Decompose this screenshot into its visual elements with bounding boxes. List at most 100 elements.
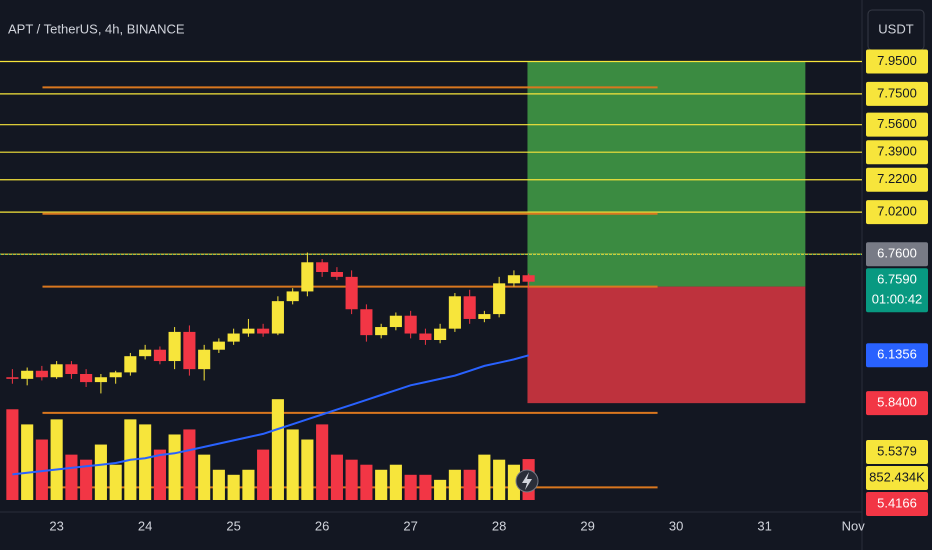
volume-bar [50,419,63,500]
price-badge: 5.5379 [866,440,928,465]
price-badge: 7.7500 [866,81,928,106]
price-badge-box [866,49,928,74]
candle-body [316,262,329,272]
x-tick-label: 25 [226,518,240,533]
price-badge-box [866,440,928,465]
candle-body [183,331,196,370]
candle-body [139,349,152,357]
candle-body [301,262,314,292]
candle-body [242,328,255,334]
candle-body [345,276,358,310]
price-badge-box [866,343,928,368]
price-badge-label: 5.5379 [877,443,917,458]
volume-bar [463,469,476,500]
candle-body [227,333,240,342]
volume-bar [271,399,284,500]
candle-body [463,296,476,319]
candle-body [257,328,270,334]
symbol-title: APT / TetherUS, 4h, BINANCE [8,21,185,36]
candle-body [507,275,520,284]
price-badge-box [866,167,928,192]
price-badge: 5.4166 [866,492,928,517]
volume-bar [345,459,358,500]
plot: 23 24 25 26 27 28 29 30 31 Nov 7.9500 7.7500 7.5600 7… [0,49,928,533]
price-badge-box [866,466,928,491]
candle-body [6,377,19,379]
volume-bar [389,464,402,500]
x-tick-label: 24 [138,518,152,533]
price-badge: 7.3900 [866,140,928,165]
x-tick-label: 28 [492,518,506,533]
candle-body [419,333,432,340]
candle-body [478,314,491,319]
volume-bar [404,474,417,500]
price-badge: 7.5600 [866,112,928,137]
price-badge-label: 7.2200 [877,171,917,186]
candle-body [80,374,93,383]
volume-bar [198,454,211,500]
candle-body [434,328,447,340]
price-badge-label: 852.434K [869,469,925,484]
x-tick-label: 27 [403,518,417,533]
candle-body [330,272,343,277]
candle-body [404,315,417,334]
volume-bar [330,454,343,500]
x-tick-label: 23 [49,518,63,533]
volume-bar [80,459,93,500]
volume-bar [507,464,520,500]
price-badge-label: 6.7590 [877,272,917,287]
candle-body [389,315,402,328]
price-badge-box [866,391,928,416]
volume-bar [257,449,270,500]
price-badge: 5.8400 [866,391,928,416]
volume-bar [168,434,181,500]
price-badge-label: 7.3900 [877,144,917,159]
loss-zone [527,286,806,404]
price-badge: 6.7590 01:00:42 [866,268,928,313]
x-tick-label: 30 [669,518,683,533]
volume-bar [375,469,388,500]
price-badge: 6.1356 [866,343,928,368]
volume-bar [109,464,122,500]
volume-bar [6,409,19,500]
volume-bar [65,454,78,500]
volume-bar [419,474,432,500]
candle-body [286,291,299,302]
x-tick-label: Nov [842,518,866,533]
replay-icon[interactable] [515,469,539,493]
candle-body [50,364,63,378]
candle-body [212,341,225,350]
price-badge-label: 7.7500 [877,85,917,100]
candle-body [522,275,535,282]
candle-body [168,331,181,362]
price-badge-box [866,140,928,165]
countdown-label: 01:00:42 [872,292,923,307]
volume-bar [94,444,107,500]
price-badge-label: 7.0200 [877,204,917,219]
price-badge: 7.0200 [866,200,928,225]
volume-bar [434,479,447,500]
volume-bar [360,464,373,500]
candle-body [124,356,137,373]
candle-body [271,301,284,334]
candle-body [375,327,388,336]
price-badge-label: 6.1356 [877,347,917,362]
price-badge-box [866,200,928,225]
candle-body [198,349,211,370]
candle-body [65,364,78,374]
volume-bar [286,429,299,500]
price-badge-box [866,81,928,106]
price-badge-box [866,242,928,267]
price-badge: 7.9500 [866,49,928,74]
volume-bar [493,459,506,500]
volume-bar [139,424,152,500]
volume-bar [242,469,255,500]
candle-body [493,283,506,315]
price-badge-label: 7.5600 [877,116,917,131]
price-badge-box [866,112,928,137]
currency-label[interactable]: USDT [878,21,913,36]
price-badge: 852.434K [866,466,928,491]
volume-bar [153,449,166,500]
volume-bar [316,424,329,500]
